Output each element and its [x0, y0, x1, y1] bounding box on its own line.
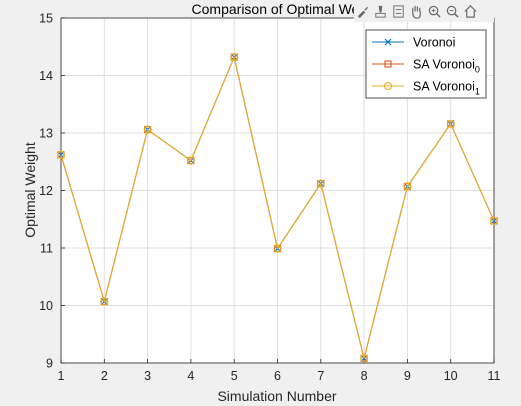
legend-entry: Voronoi [372, 36, 455, 50]
y-tick-label: 10 [39, 299, 53, 313]
legend-label: SA Voronoi0 [413, 58, 480, 75]
chart-title: Comparison of Optimal Wei [192, 1, 363, 17]
legend-marker [384, 60, 392, 68]
series-2 [56, 53, 499, 363]
data-point [489, 216, 499, 226]
legend-label: SA Voronoi1 [413, 80, 480, 97]
data-point [360, 354, 369, 363]
x-tick-label: 6 [274, 369, 281, 383]
data-point [230, 53, 239, 62]
x-tick-label: 5 [231, 369, 238, 383]
data-point [446, 119, 455, 128]
home-icon[interactable] [462, 2, 479, 20]
data-point [403, 182, 412, 191]
x-tick-label: 2 [101, 369, 108, 383]
zoom-in-icon[interactable] [426, 2, 443, 20]
y-axis: 9 10 11 12 13 14 15 [39, 12, 65, 371]
series-line [60, 55, 495, 359]
y-tick-label: 9 [46, 357, 53, 371]
y-tick-label: 14 [39, 69, 53, 83]
data-point [316, 179, 325, 188]
x-tick-label: 1 [58, 369, 65, 383]
x-tick-label: 4 [187, 369, 194, 383]
brush-icon[interactable] [354, 2, 371, 20]
axes-toolbar [354, 0, 494, 22]
data-point [186, 156, 195, 165]
x-tick-label: 11 [488, 369, 501, 383]
x-tick-label: 9 [404, 369, 411, 383]
data-point [143, 125, 152, 134]
legend-icon[interactable] [390, 2, 407, 20]
y-tick-label: 15 [39, 12, 53, 26]
y-tick-label: 13 [39, 127, 53, 141]
x-axis-label: Simulation Number [217, 388, 336, 404]
zoom-out-icon[interactable] [444, 2, 461, 20]
y-tick-label: 12 [39, 184, 53, 198]
legend-label: Voronoi [413, 36, 455, 50]
x-tick-label: 10 [444, 369, 458, 383]
x-tick-label: 8 [361, 369, 368, 383]
data-point [273, 244, 282, 253]
data-point [56, 150, 66, 159]
legend-marker [383, 81, 393, 91]
data-point [100, 297, 109, 306]
legend-marker [384, 38, 392, 46]
y-tick-label: 11 [40, 242, 53, 256]
x-axis: 1 2 3 4 5 6 7 8 9 10 11 [58, 359, 501, 383]
series-group [56, 53, 499, 363]
y-axis-label: Optimal Weight [22, 142, 38, 238]
x-tick-label: 7 [317, 369, 324, 383]
data-tips-icon[interactable] [372, 2, 389, 20]
pan-icon[interactable] [408, 2, 425, 20]
x-tick-label: 3 [144, 369, 151, 383]
legend[interactable]: Voronoi SA Voronoi0 SA Voronoi1 [365, 29, 487, 99]
legend-entry: SA Voronoi1 [372, 80, 480, 97]
legend-entry: SA Voronoi0 [372, 58, 480, 75]
